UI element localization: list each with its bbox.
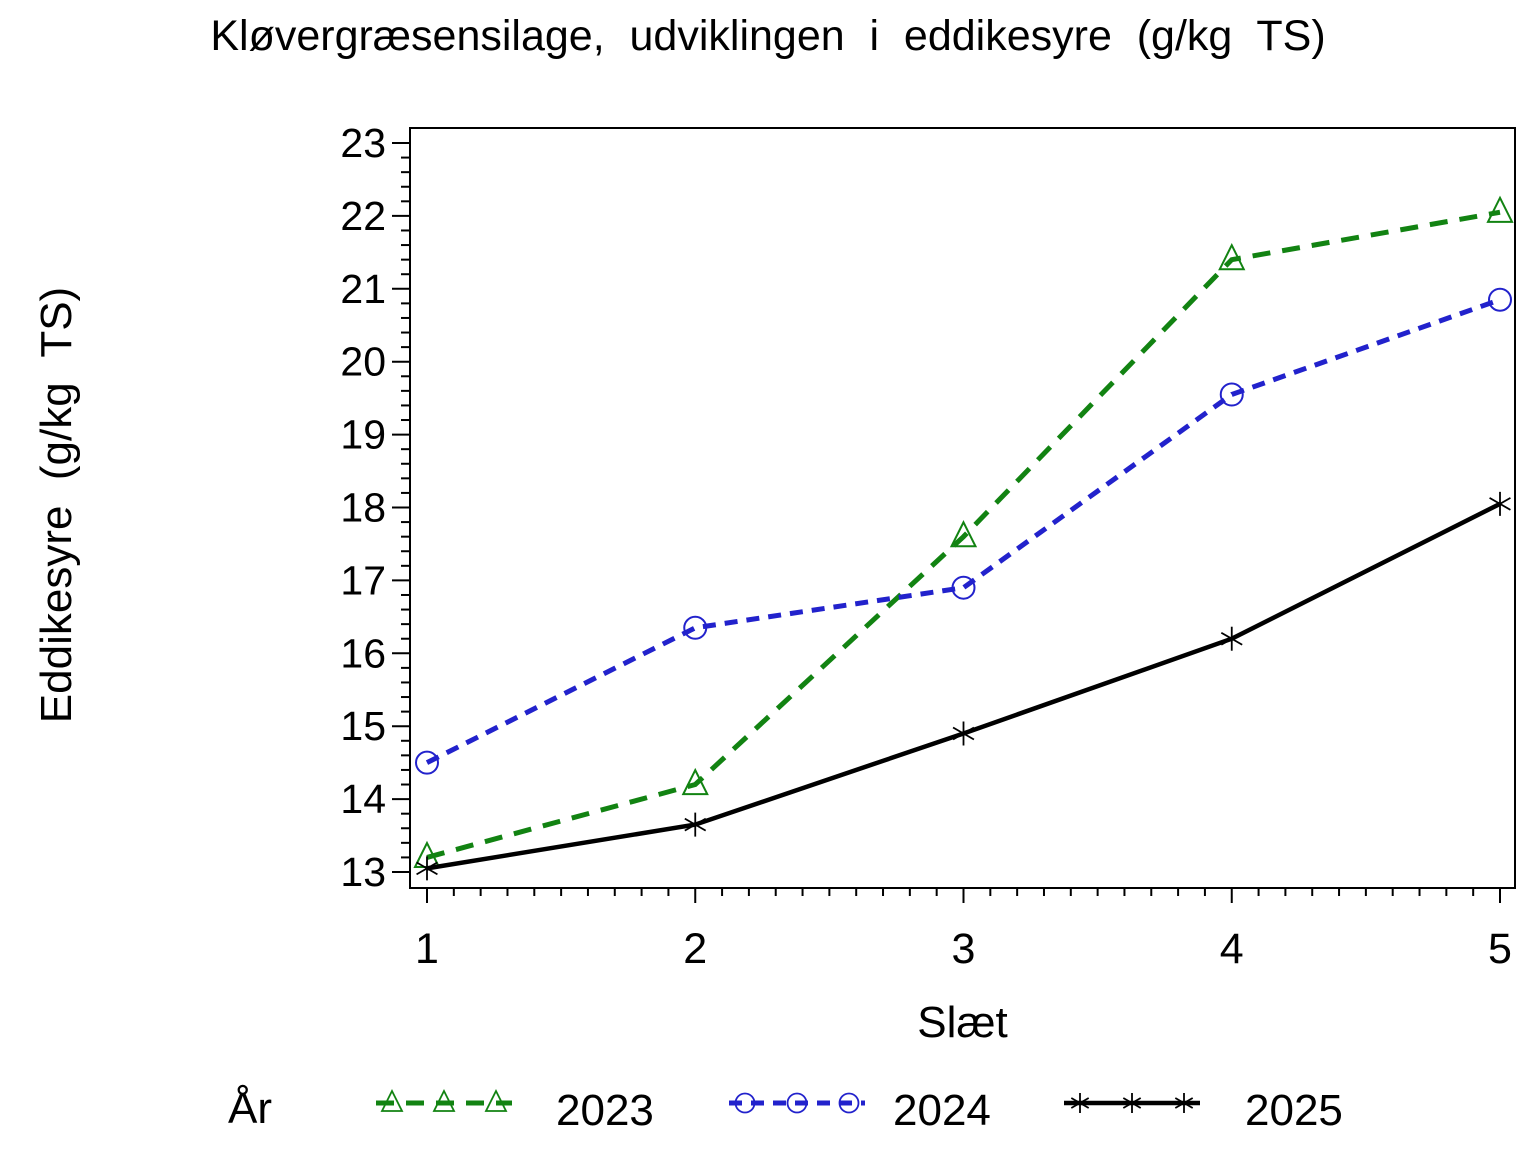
y-tick-label: 23 (340, 120, 386, 166)
marker-star-2025 (1489, 491, 1511, 516)
marker-triangle-2023 (1486, 195, 1514, 223)
marker-star-2025 (1220, 626, 1243, 651)
x-tick-label: 2 (683, 925, 707, 973)
y-tick-label: 15 (340, 703, 386, 749)
series-line-2024 (425, 297, 1501, 765)
marker-circle-2024 (683, 615, 708, 640)
x-tick-label: 4 (1220, 925, 1244, 973)
marker-circle-2024 (1488, 287, 1512, 312)
marker-triangle-2023 (681, 767, 709, 796)
x-axis-title: Slæt (917, 998, 1008, 1047)
y-tick-label: 19 (340, 412, 386, 458)
marker-circle-2024 (1219, 382, 1244, 407)
y-tick-label: 18 (340, 485, 386, 531)
x-tick-label: 3 (952, 925, 976, 973)
x-tick-label: 5 (1488, 925, 1512, 973)
marker-circle-2024 (415, 750, 439, 775)
chart-title: Kløvergræsensilage, udviklingen i eddike… (210, 12, 1326, 60)
y-tick-label: 13 (340, 849, 386, 895)
y-tick-label: 14 (340, 776, 386, 822)
marker-triangle-2023 (949, 520, 978, 548)
y-tick-label: 21 (340, 266, 386, 312)
marker-triangle-2023 (1218, 243, 1246, 271)
marker-star-2025 (416, 856, 438, 881)
marker-circle-2024 (951, 575, 976, 600)
marker-star-2025 (952, 721, 975, 746)
marker-star-2025 (684, 812, 707, 837)
series-line-2023 (426, 209, 1501, 860)
plot-frame (409, 127, 1516, 889)
x-tick-label: 1 (415, 925, 439, 973)
y-tick-label: 17 (340, 557, 386, 603)
y-tick-label: 20 (340, 339, 386, 385)
y-tick-label: 22 (340, 193, 386, 239)
y-tick-label: 16 (340, 630, 386, 676)
